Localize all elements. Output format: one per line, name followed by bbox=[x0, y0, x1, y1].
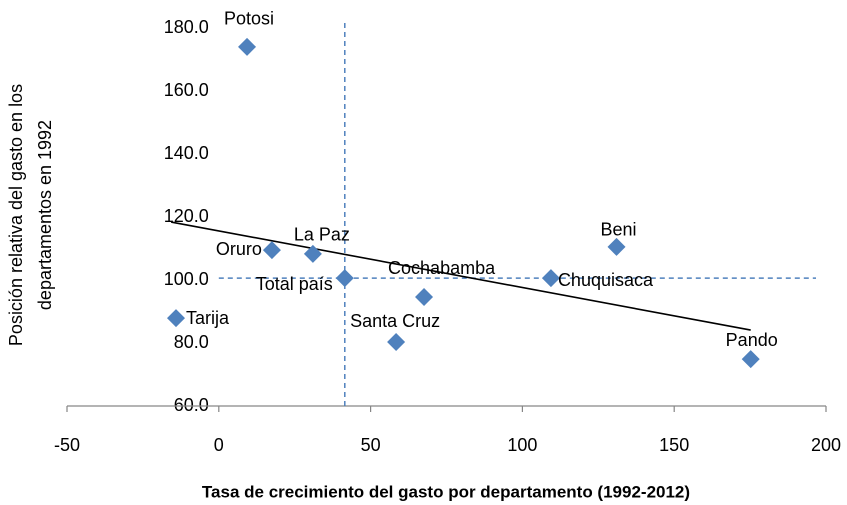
data-point bbox=[238, 37, 257, 56]
data-point bbox=[387, 333, 406, 352]
y-axis-title: departamentos en 1992 bbox=[35, 120, 55, 310]
point-label: Pando bbox=[726, 330, 778, 350]
trendline bbox=[170, 221, 751, 331]
point-label: Cochabamba bbox=[388, 258, 496, 278]
x-tick-label: 50 bbox=[361, 435, 381, 455]
data-point bbox=[303, 244, 322, 263]
y-tick-label: 120.0 bbox=[164, 206, 209, 226]
x-tick-label: 150 bbox=[659, 435, 689, 455]
x-tick-label: -50 bbox=[54, 435, 80, 455]
point-label: La Paz bbox=[294, 225, 350, 245]
x-tick-label: 100 bbox=[507, 435, 537, 455]
data-point bbox=[541, 269, 560, 288]
y-tick-label: 100.0 bbox=[164, 269, 209, 289]
data-point bbox=[741, 350, 760, 369]
data-point bbox=[415, 288, 434, 307]
y-tick-label: 180.0 bbox=[164, 17, 209, 37]
point-label: Tarija bbox=[186, 308, 230, 328]
y-tick-label: 140.0 bbox=[164, 143, 209, 163]
point-label: Oruro bbox=[216, 239, 262, 259]
point-label: Total país bbox=[256, 274, 333, 294]
x-tick-label: 0 bbox=[214, 435, 224, 455]
data-point bbox=[166, 309, 185, 328]
data-point bbox=[335, 269, 354, 288]
y-tick-label: 60.0 bbox=[174, 395, 209, 415]
y-tick-label: 160.0 bbox=[164, 80, 209, 100]
point-label: Beni bbox=[601, 220, 637, 240]
point-label: Chuquisaca bbox=[558, 270, 654, 290]
y-axis-title: Posición relativa del gasto en los bbox=[6, 84, 26, 346]
data-point bbox=[607, 237, 626, 256]
x-tick-label: 200 bbox=[811, 435, 841, 455]
point-label: Santa Cruz bbox=[350, 311, 440, 331]
data-point bbox=[262, 241, 281, 260]
point-label: Potosi bbox=[224, 9, 274, 29]
x-axis-title: Tasa de crecimiento del gasto por depart… bbox=[202, 482, 690, 501]
y-tick-label: 80.0 bbox=[174, 332, 209, 352]
